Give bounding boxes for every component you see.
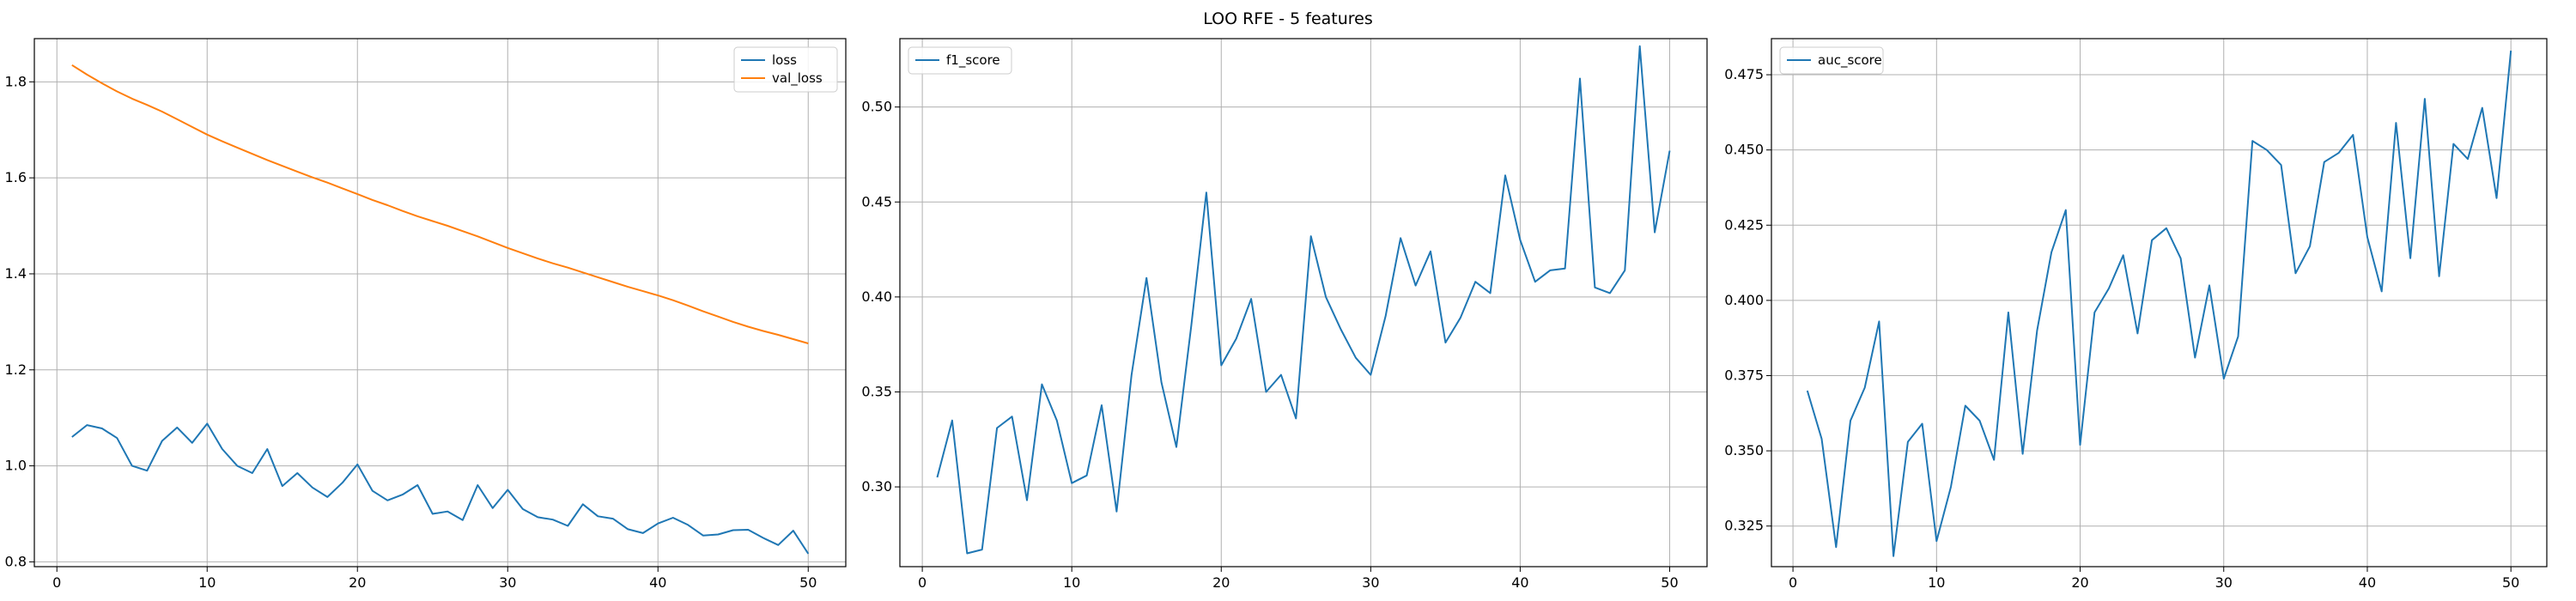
y-tick-label: 0.475	[1724, 66, 1764, 82]
axes-frame	[33, 38, 847, 568]
x-tick-label: 40	[1511, 574, 1528, 591]
x-tick-label: 20	[2071, 574, 2088, 591]
y-tick-label: 0.350	[1724, 442, 1764, 458]
y-tick-label: 0.450	[1724, 142, 1764, 158]
axes-frame	[1771, 38, 2548, 568]
grid	[900, 39, 1707, 567]
y-tick-label: 1.6	[5, 169, 27, 185]
x-tick-label: 0	[1789, 574, 1797, 591]
legend: auc_score	[1779, 46, 1884, 75]
legend: loss val_loss	[733, 46, 838, 93]
figure-title: LOO RFE - 5 features	[1203, 9, 1373, 28]
series-line-loss	[71, 422, 810, 555]
x-tick-label: 0	[918, 574, 927, 591]
series-line-f1-score	[936, 45, 1671, 555]
y-tick-label: 0.325	[1724, 518, 1764, 534]
axes-frame	[899, 38, 1708, 568]
x-tick-label: 40	[649, 574, 666, 591]
grid	[34, 39, 846, 567]
x-tick-label: 30	[1362, 574, 1379, 591]
x-tick-label: 0	[52, 574, 61, 591]
y-tick-label: 0.45	[861, 193, 892, 209]
series-line-val-loss	[71, 64, 809, 344]
legend-label: loss	[772, 52, 797, 68]
x-tick-label: 50	[2502, 574, 2519, 591]
legend-label: auc_score	[1818, 52, 1882, 69]
legend-box	[1779, 46, 1884, 75]
x-tick-label: 10	[198, 574, 216, 591]
legend: f1_score	[908, 46, 1012, 75]
x-tick-label: 50	[1661, 574, 1678, 591]
y-tick-label: 1.2	[5, 361, 27, 378]
x-tick-label: 10	[1928, 574, 1945, 591]
y-tick-label: 0.50	[861, 99, 892, 115]
x-tick-label: 10	[1063, 574, 1080, 591]
y-tick-label: 0.400	[1724, 292, 1764, 308]
y-tick-label: 0.375	[1724, 367, 1764, 383]
legend-box	[733, 46, 838, 93]
y-tick-label: 0.30	[861, 478, 892, 495]
subplot-2: 0 10 20 30 40 50 0.30 0.35 0.40 0.45 0.50 f1_score	[861, 38, 1708, 591]
y-tick-label: 0.425	[1724, 216, 1764, 233]
x-tick-label: 30	[499, 574, 516, 591]
y-tick-label: 1.4	[5, 265, 27, 282]
legend-label: f1_score	[946, 52, 1000, 69]
series-line-auc-score	[1806, 50, 2512, 557]
y-tick-label: 0.8	[5, 553, 27, 569]
y-tick-label: 1.0	[5, 458, 27, 474]
subplot-3: 0 10 20 30 40 50 0.325 0.350 0.375 0.400 0.425 0.45…	[1724, 38, 2548, 591]
legend-box	[908, 46, 1012, 75]
y-tick-label: 0.40	[861, 288, 892, 305]
y-tick-label: 0.35	[861, 383, 892, 399]
legend-label: val_loss	[772, 70, 823, 87]
x-tick-label: 20	[349, 574, 366, 591]
grid	[1771, 39, 2547, 567]
x-tick-label: 50	[799, 574, 817, 591]
subplot-1: 0 10 20 30 40 50 0.8 1.0 1.2 1.4 1.6 1.8 loss val_los…	[5, 38, 847, 591]
x-tick-label: 40	[2359, 574, 2376, 591]
x-tick-label: 20	[1212, 574, 1230, 591]
y-tick-label: 1.8	[5, 73, 27, 89]
x-tick-label: 30	[2215, 574, 2233, 591]
subplots: 0 10 20 30 40 50 0.8 1.0 1.2 1.4 1.6 1.8 loss val_los…	[5, 38, 2548, 591]
